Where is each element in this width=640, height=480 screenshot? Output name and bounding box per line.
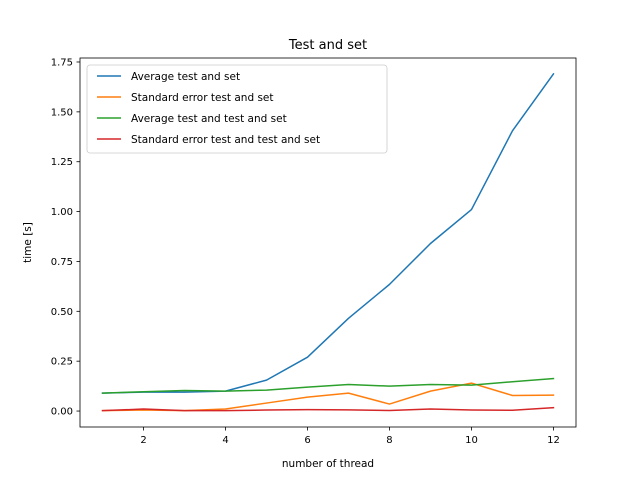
- x-tick-label: 2: [140, 435, 146, 446]
- y-axis-ticks: 0.00 0.25 0.50 0.75 1.00 1.25 1.50 1.75: [51, 57, 80, 418]
- y-tick-label: 0.00: [51, 407, 73, 418]
- y-tick-label: 1.50: [51, 107, 73, 118]
- y-axis-label: time [s]: [22, 222, 34, 263]
- x-axis-label: number of thread: [282, 458, 374, 470]
- y-tick-label: 1.00: [51, 207, 73, 218]
- y-tick-label: 1.25: [51, 157, 73, 168]
- series-line-1: [101, 72, 555, 394]
- y-tick-label: 1.75: [51, 57, 73, 68]
- x-tick-label: 6: [304, 435, 310, 446]
- x-axis-ticks: 2 4 6 8 10 12: [140, 427, 560, 446]
- legend-box: [86, 64, 388, 154]
- chart-title: Test and set: [288, 38, 367, 53]
- x-tick-label: 12: [547, 435, 560, 446]
- legend: Average test and set Standard error test …: [86, 64, 388, 154]
- series-line-3: [101, 377, 555, 394]
- x-tick-label: 10: [465, 435, 478, 446]
- series-line-4: [101, 406, 555, 412]
- legend-label-3: Average test and test and set: [131, 113, 287, 125]
- y-tick-label: 0.75: [51, 257, 73, 268]
- legend-label-4: Standard error test and test and set: [131, 134, 320, 146]
- x-tick-label: 4: [222, 435, 228, 446]
- plot-frame: [79, 57, 577, 428]
- plot-lines: [101, 72, 555, 412]
- y-tick-label: 0.25: [51, 357, 73, 368]
- y-tick-label: 0.50: [51, 307, 73, 318]
- legend-label-2: Standard error test and set: [131, 92, 274, 104]
- x-tick-label: 8: [386, 435, 392, 446]
- legend-label-1: Average test and set: [131, 71, 240, 83]
